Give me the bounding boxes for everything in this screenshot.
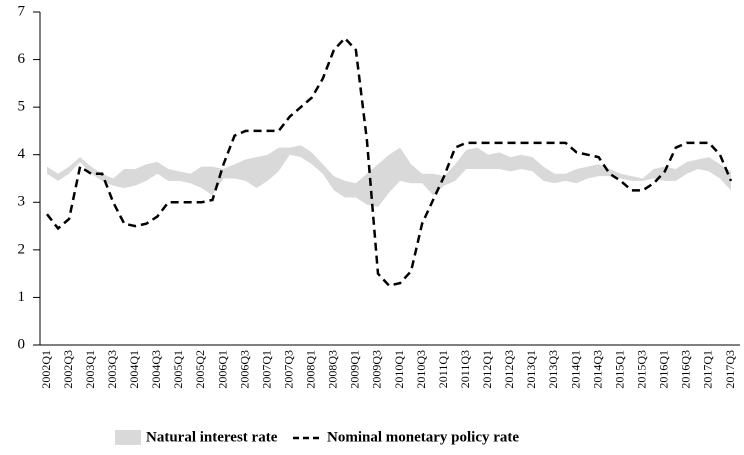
- x-tick-label: 2012Q1: [480, 350, 494, 389]
- x-tick-label: 2017Q1: [701, 350, 715, 389]
- x-tick-label: 2002Q1: [39, 350, 53, 389]
- x-tick-label: 2010Q3: [414, 350, 428, 389]
- x-tick-label: 2011Q1: [436, 350, 450, 388]
- x-tick-label: 2003Q3: [105, 350, 119, 389]
- x-tick-label: 2015Q1: [612, 350, 626, 389]
- x-tick-label: 2017Q3: [723, 350, 737, 389]
- x-tick-label: 2008Q3: [326, 350, 340, 389]
- x-tick-label: 2005Q2: [193, 350, 207, 389]
- y-tick-label: 1: [18, 289, 26, 305]
- y-tick-label: 4: [18, 146, 26, 162]
- x-tick-label: 2010Q1: [392, 350, 406, 389]
- x-tick-label: 2007Q1: [259, 350, 273, 389]
- x-tick-label: 2007Q3: [281, 350, 295, 389]
- x-tick-label: 2013Q3: [546, 350, 560, 389]
- x-tick-label: 2006Q1: [215, 350, 229, 389]
- x-tick-label: 2012Q3: [502, 350, 516, 389]
- y-tick-label: 2: [18, 241, 26, 257]
- x-tick-label: 2014Q3: [590, 350, 604, 389]
- x-tick-label: 2002Q3: [61, 350, 75, 389]
- x-tick-label: 2013Q1: [524, 350, 538, 389]
- legend-swatch: [115, 430, 141, 445]
- band-area: [47, 145, 731, 208]
- x-tick-label: 2014Q1: [568, 350, 582, 389]
- y-tick-label: 3: [18, 194, 26, 210]
- y-tick-label: 0: [18, 336, 26, 352]
- x-tick-label: 2003Q1: [83, 350, 97, 389]
- y-tick-label: 6: [18, 51, 26, 67]
- y-tick-label: 5: [18, 99, 26, 115]
- x-tick-label: 2005Q1: [171, 350, 185, 389]
- x-tick-label: 2004Q1: [127, 350, 141, 389]
- x-tick-label: 2006Q3: [237, 350, 251, 389]
- legend-label: Natural interest rate: [146, 429, 278, 445]
- x-tick-label: 2008Q1: [304, 350, 318, 389]
- x-tick-label: 2009Q1: [348, 350, 362, 389]
- line: [46, 36, 733, 287]
- x-tick-label: 2004Q3: [149, 350, 163, 389]
- x-tick-label: 2015Q3: [634, 350, 648, 389]
- legend-label: Nominal monetary policy rate: [327, 429, 519, 445]
- x-tick-label: 2011Q3: [458, 350, 472, 388]
- y-tick-label: 7: [18, 3, 26, 19]
- x-tick-label: 2016Q3: [679, 350, 693, 389]
- x-tick-label: 2009Q3: [370, 350, 384, 389]
- x-tick-label: 2016Q1: [657, 350, 671, 389]
